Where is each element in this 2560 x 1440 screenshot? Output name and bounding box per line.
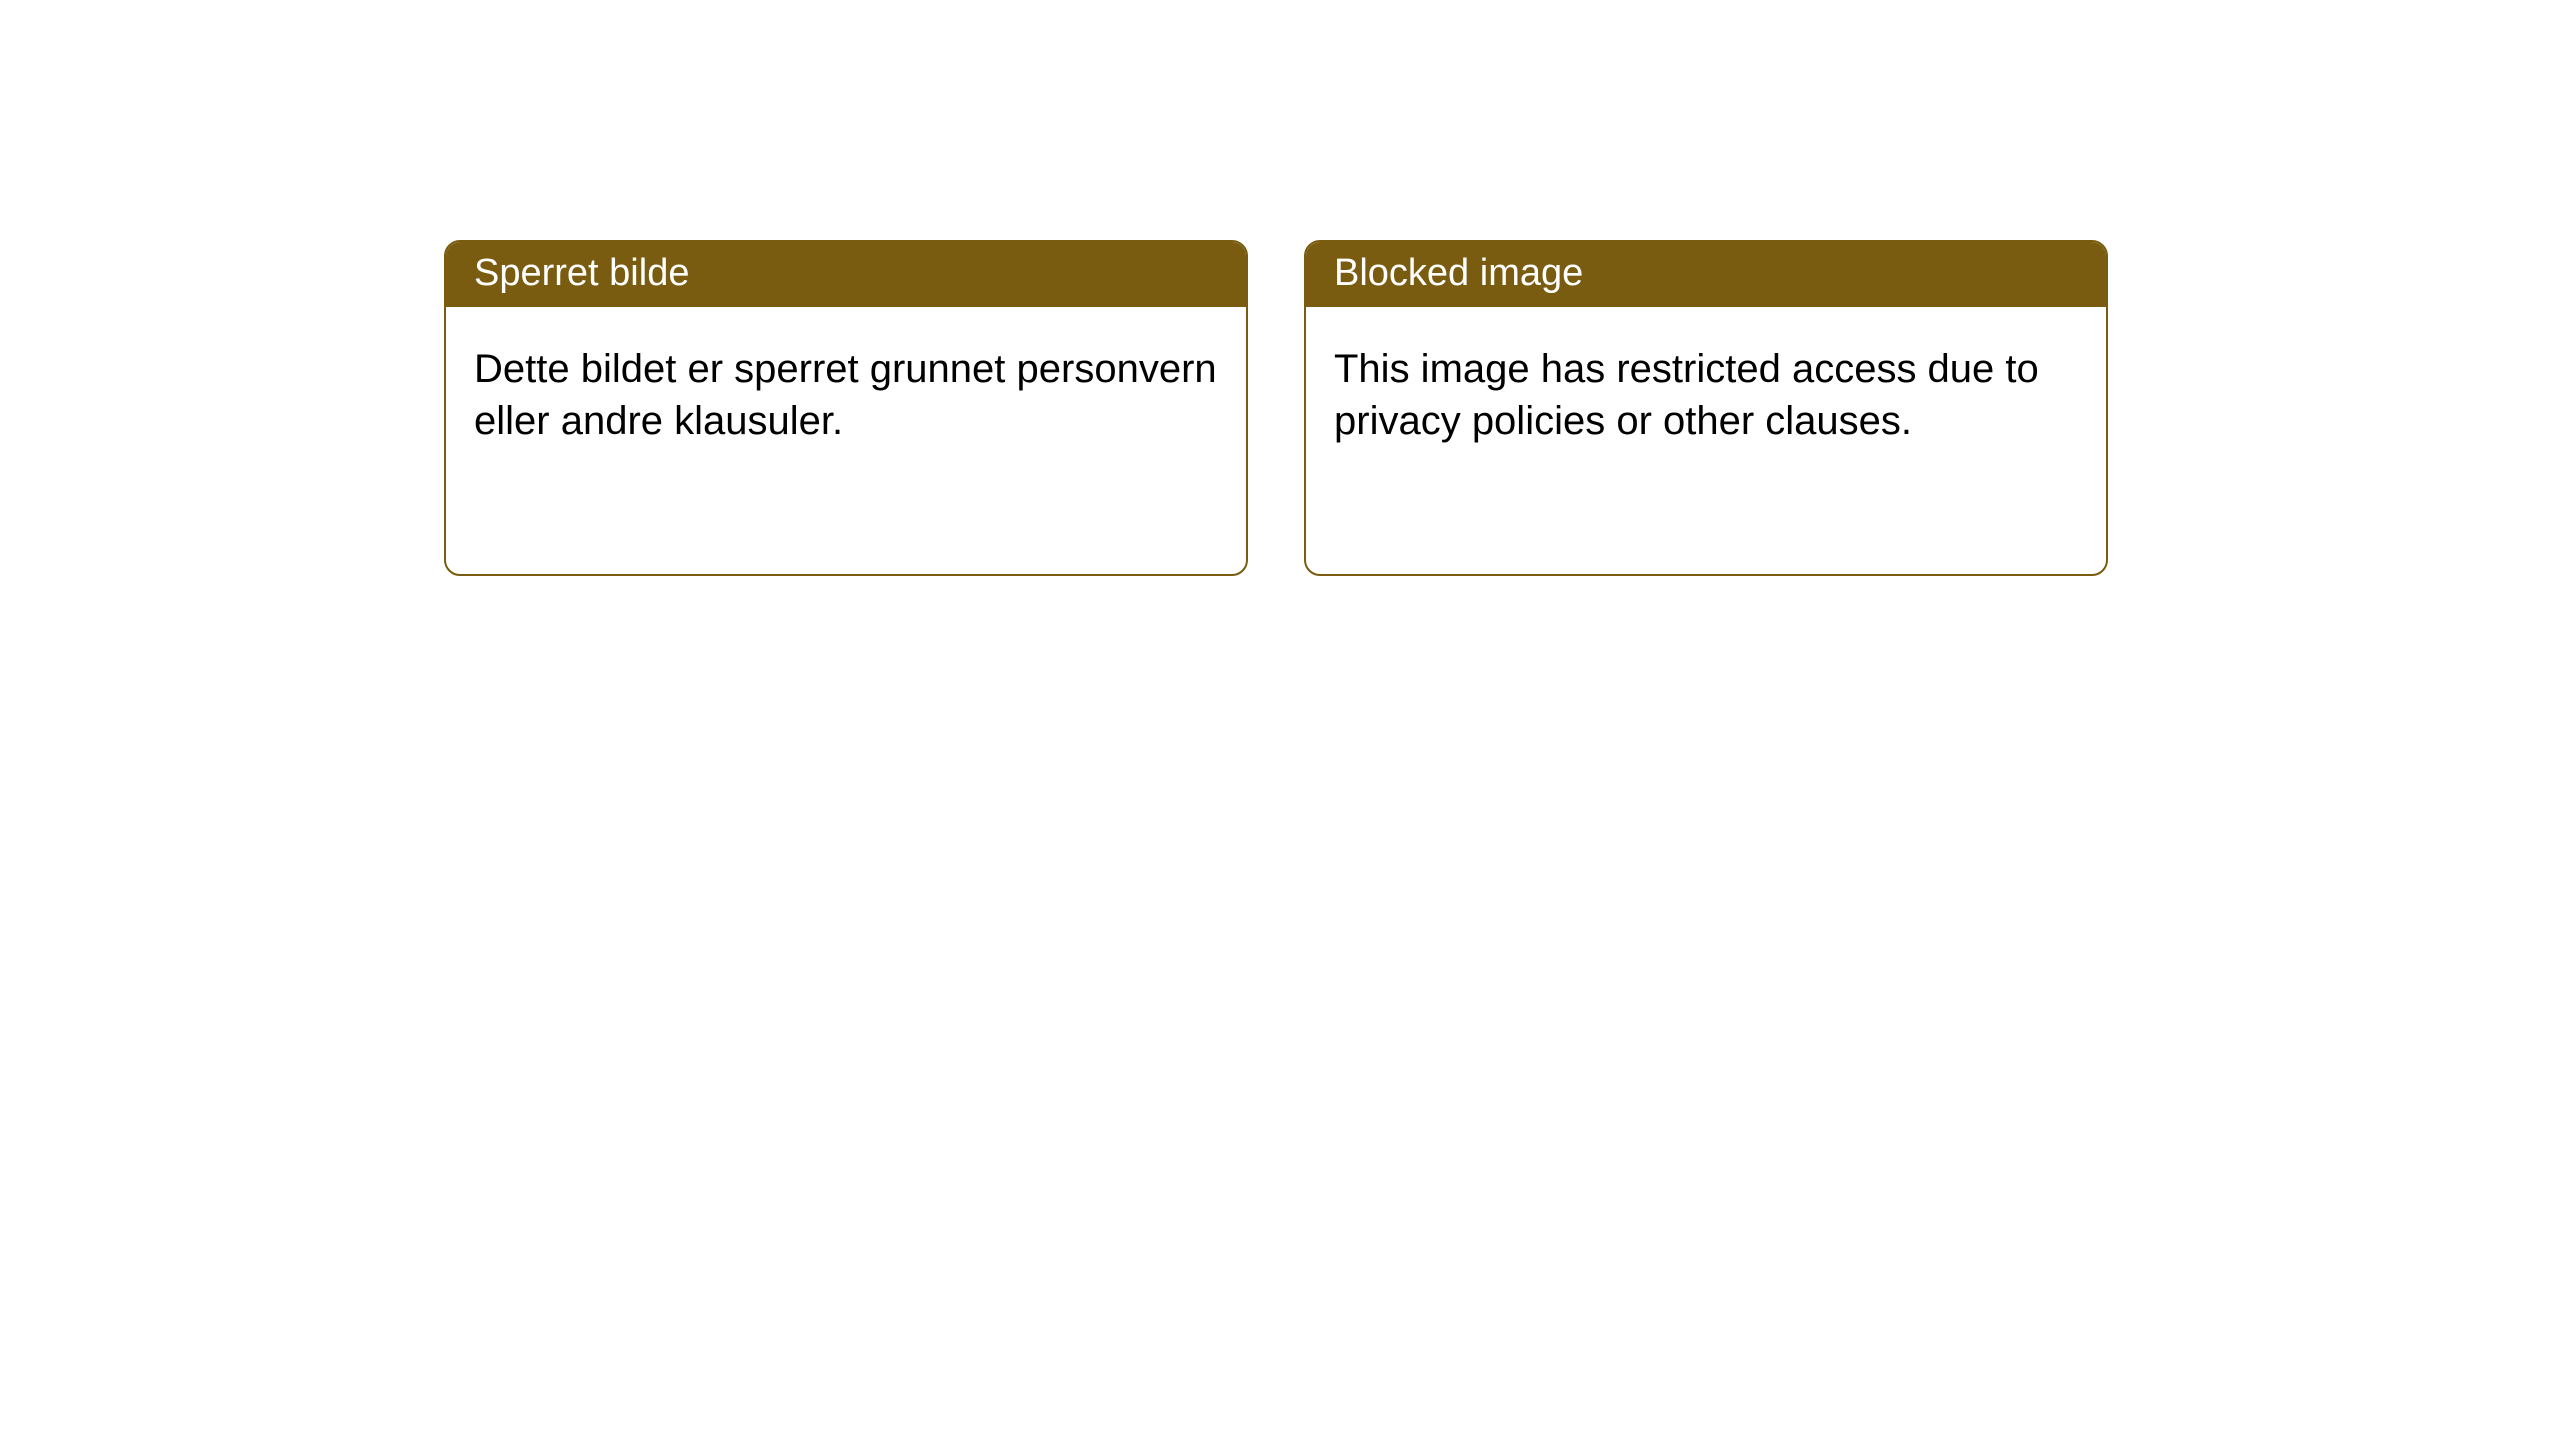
notice-title-english: Blocked image [1306,242,2106,307]
notice-body-english: This image has restricted access due to … [1306,307,2106,475]
notice-title-norwegian: Sperret bilde [446,242,1246,307]
notice-box-english: Blocked image This image has restricted … [1304,240,2108,576]
notice-container: Sperret bilde Dette bildet er sperret gr… [0,0,2560,576]
notice-box-norwegian: Sperret bilde Dette bildet er sperret gr… [444,240,1248,576]
notice-body-norwegian: Dette bildet er sperret grunnet personve… [446,307,1246,475]
